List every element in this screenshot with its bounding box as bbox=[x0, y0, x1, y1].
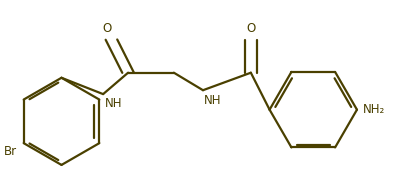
Text: NH₂: NH₂ bbox=[363, 103, 385, 116]
Text: O: O bbox=[246, 22, 255, 35]
Text: Br: Br bbox=[4, 145, 18, 158]
Text: NH: NH bbox=[204, 94, 221, 107]
Text: NH: NH bbox=[105, 97, 123, 110]
Text: O: O bbox=[103, 22, 112, 35]
